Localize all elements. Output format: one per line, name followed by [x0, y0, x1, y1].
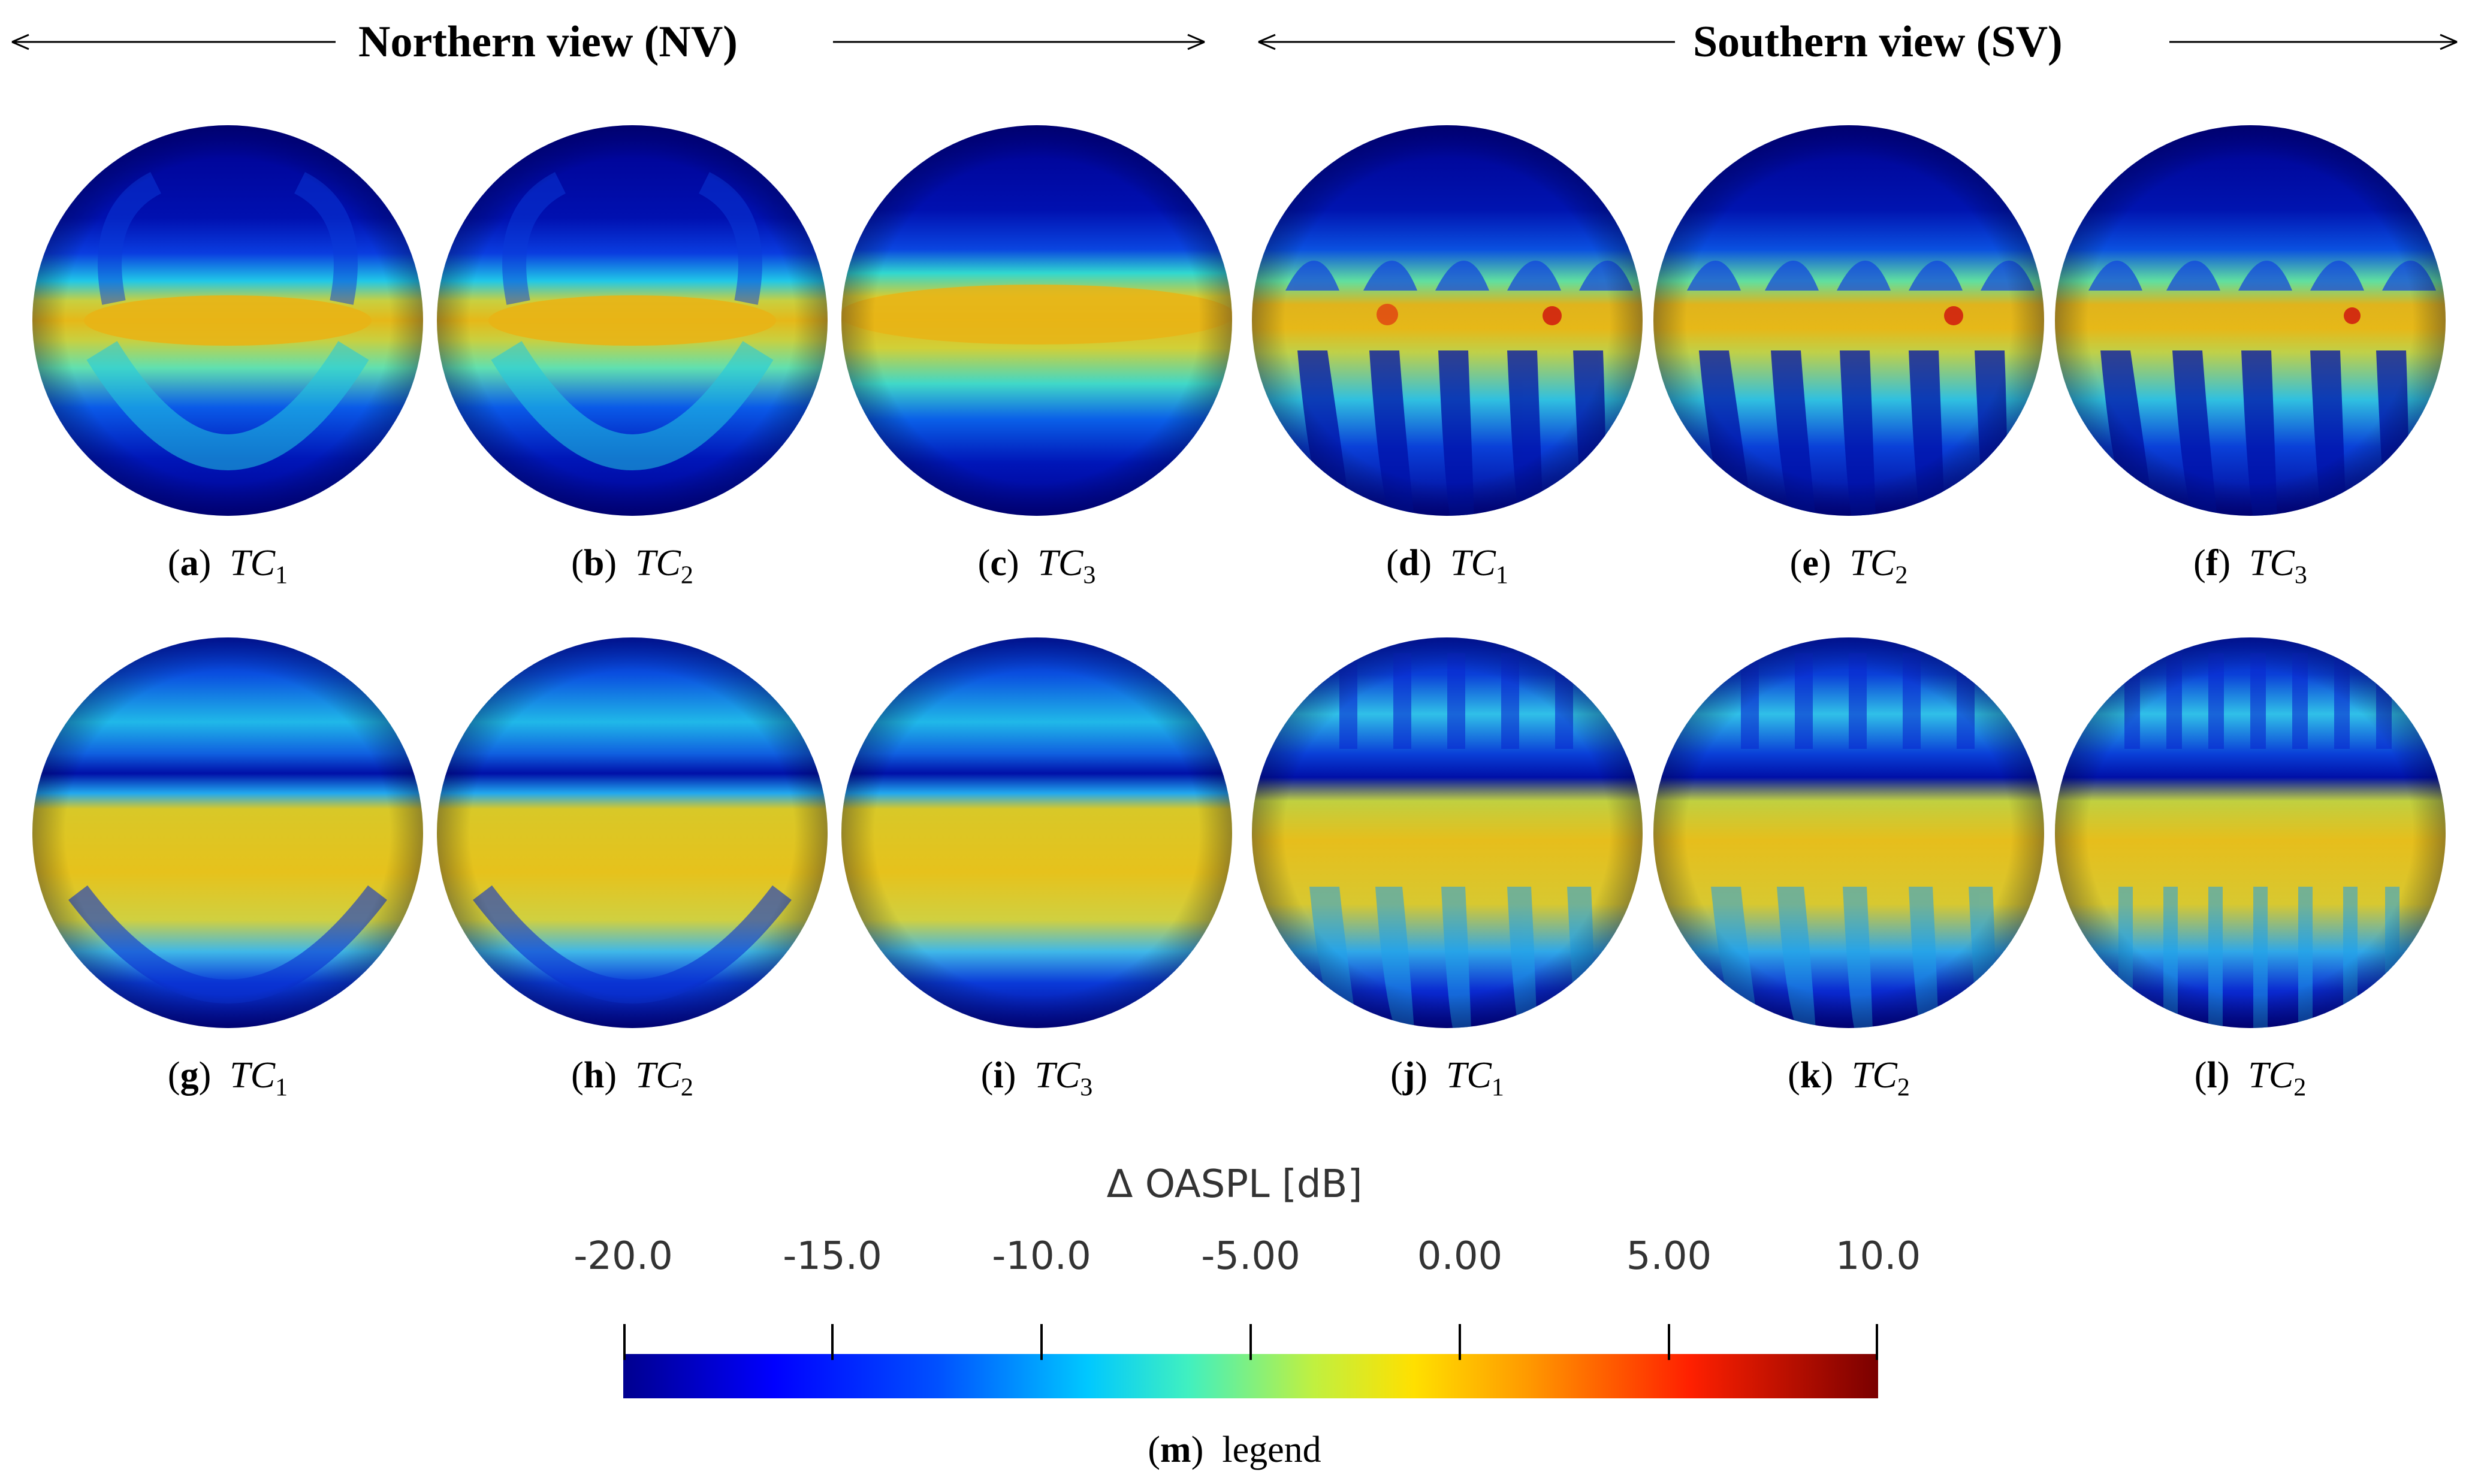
legend-tick-label: -10.0: [992, 1234, 1091, 1279]
sphere-plot: [841, 125, 1232, 516]
panel-tc: TC: [1450, 543, 1496, 584]
legend-tick-label: -20.0: [574, 1234, 673, 1279]
panel-tc: TC: [230, 543, 276, 584]
south-view-title: Southern view (SV): [1693, 17, 2063, 67]
legend-tick-label: -15.0: [783, 1234, 882, 1279]
panel-letter: f: [2205, 543, 2219, 584]
panel-caption: (k) TC2: [1788, 1055, 1910, 1102]
sphere-plot: [841, 637, 1232, 1028]
panel-tc: TC: [2248, 1055, 2294, 1096]
panel-tc: TC: [2249, 543, 2295, 584]
panel-tc-sub: 2: [2293, 1074, 2307, 1102]
panel-tc: TC: [1446, 1055, 1492, 1096]
legend-tick-label: 5.00: [1626, 1234, 1712, 1279]
panel-caption: (e) TC2: [1789, 543, 1908, 590]
panel-tc: TC: [1037, 543, 1083, 584]
panel-letter: a: [180, 543, 199, 584]
panel-letter: g: [180, 1055, 199, 1096]
panel-letter: c: [990, 543, 1007, 584]
colorbar-gradient: [623, 1354, 1878, 1398]
panel-caption: (b) TC2: [571, 543, 693, 590]
panel-tc-sub: 3: [1080, 1074, 1093, 1102]
panel-caption: (h) TC2: [571, 1055, 693, 1102]
sphere-plot: [2055, 125, 2446, 516]
figure-header: Northern view (NV) Southern view (SV): [0, 12, 2469, 72]
panel-tc: TC: [1034, 1055, 1080, 1096]
panel-caption: (f) TC3: [2193, 543, 2307, 590]
sphere-plot: [32, 125, 423, 516]
panel-caption: (d) TC1: [1386, 543, 1508, 590]
north-arrow: [11, 34, 1205, 50]
panel-caption: (i) TC3: [980, 1055, 1093, 1102]
panel-caption: (c) TC3: [977, 543, 1096, 590]
south-arrow: [1258, 34, 2458, 50]
panel-tc-sub: 2: [1895, 561, 1908, 590]
panel-caption: (g) TC1: [167, 1055, 288, 1102]
sphere-plot: [2055, 637, 2446, 1028]
colorbar: [623, 1324, 1878, 1398]
legend-tick-label: -5.00: [1201, 1234, 1300, 1279]
legend-tick-label: 0.00: [1417, 1234, 1503, 1279]
panel-caption: (a) TC1: [167, 543, 288, 590]
panel-tc-sub: 1: [1495, 561, 1508, 590]
colorbar-ticks: [623, 1324, 1878, 1360]
panel-tc: TC: [635, 1055, 681, 1096]
sphere-plot: [1653, 125, 2044, 516]
panel-tc-sub: 1: [275, 1074, 288, 1102]
panel-letter: l: [2207, 1055, 2217, 1096]
colorbar-legend: Δ OASPL [dB] -20.0 -15.0 -10.0 -5.00 0.0…: [0, 1162, 2469, 1402]
sphere-plot: [1252, 125, 1643, 516]
panel-tc-sub: 1: [275, 561, 288, 590]
panel-tc-sub: 2: [680, 1074, 693, 1102]
sphere-plot: [1653, 637, 2044, 1028]
legend-title: Δ OASPL [dB]: [1106, 1162, 1363, 1207]
panel-tc: TC: [1849, 543, 1895, 584]
panel-letter: e: [1802, 543, 1819, 584]
legend-tick-label: 10.0: [1835, 1234, 1921, 1279]
sphere-plot: [437, 125, 828, 516]
sphere-plot: [437, 637, 828, 1028]
north-view-title: Northern view (NV): [358, 17, 738, 67]
legend-caption-text: legend: [1222, 1429, 1321, 1470]
panel-tc-sub: 2: [1897, 1074, 1910, 1102]
panel-tc-sub: 1: [1491, 1074, 1504, 1102]
panel-caption: (j) TC1: [1390, 1055, 1504, 1102]
panel-caption: (l) TC2: [2194, 1055, 2307, 1102]
panel-tc-sub: 3: [2294, 561, 2307, 590]
panel-letter: d: [1398, 543, 1420, 584]
panel-letter: h: [583, 1055, 605, 1096]
panel-letter: i: [993, 1055, 1004, 1096]
panel-tc-sub: 2: [680, 561, 693, 590]
sphere-plot: [1252, 637, 1643, 1028]
legend-caption: (m) legend: [1148, 1429, 1321, 1470]
sphere-plot: [32, 637, 423, 1028]
panel-letter: j: [1402, 1055, 1415, 1096]
panel-tc: TC: [230, 1055, 276, 1096]
legend-caption-letter: m: [1160, 1429, 1191, 1470]
panel-tc-sub: 3: [1083, 561, 1096, 590]
panel-tc: TC: [635, 543, 681, 584]
panel-letter: b: [583, 543, 605, 584]
panel-tc: TC: [1851, 1055, 1897, 1096]
panel-letter: k: [1800, 1055, 1821, 1096]
